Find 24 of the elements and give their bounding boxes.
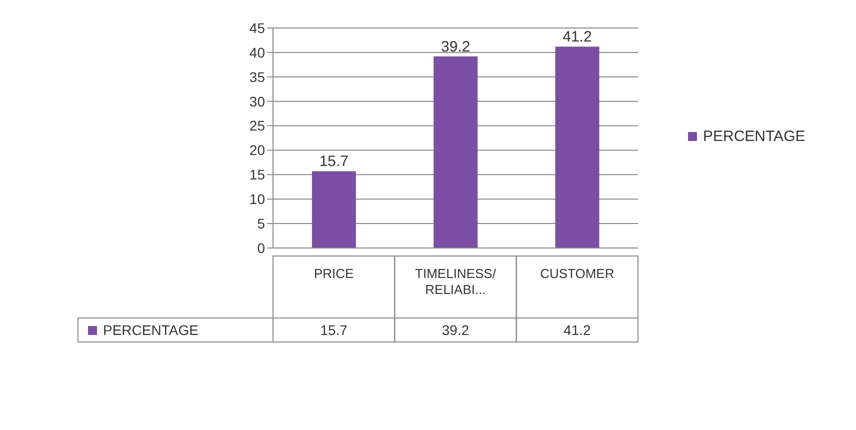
x-tick-label: PRICE xyxy=(314,266,354,281)
y-tick-label: 20 xyxy=(249,142,266,158)
text: 41.2 xyxy=(564,322,592,338)
y-tick-label: 30 xyxy=(249,93,266,110)
data-label: 15.7 xyxy=(319,153,349,170)
y-tick-label: 35 xyxy=(249,68,266,85)
y-tick-label: 45 xyxy=(249,20,266,36)
x-tick-label: CUSTOMER xyxy=(540,266,614,281)
text: 15.7 xyxy=(320,322,348,338)
legend-label: PERCENTAGE xyxy=(703,128,806,145)
bar xyxy=(555,46,600,248)
x-tick-label: TIMELINESS/ RELIABI... xyxy=(415,266,496,297)
y-tick-label: 5 xyxy=(257,216,266,232)
y-tick-label: 25 xyxy=(249,118,266,134)
text: 39.2 xyxy=(442,322,470,338)
y-tick-label: 15 xyxy=(249,166,266,183)
y-tick-label: 10 xyxy=(249,191,266,208)
y-tick-label: 0 xyxy=(257,240,266,256)
y-tick-label: 40 xyxy=(249,44,266,60)
data-label: 41.2 xyxy=(562,28,592,46)
bar xyxy=(434,56,478,248)
bar xyxy=(312,171,356,248)
data-label: 39.2 xyxy=(441,38,470,56)
text: PERCENTAGE xyxy=(103,322,198,338)
